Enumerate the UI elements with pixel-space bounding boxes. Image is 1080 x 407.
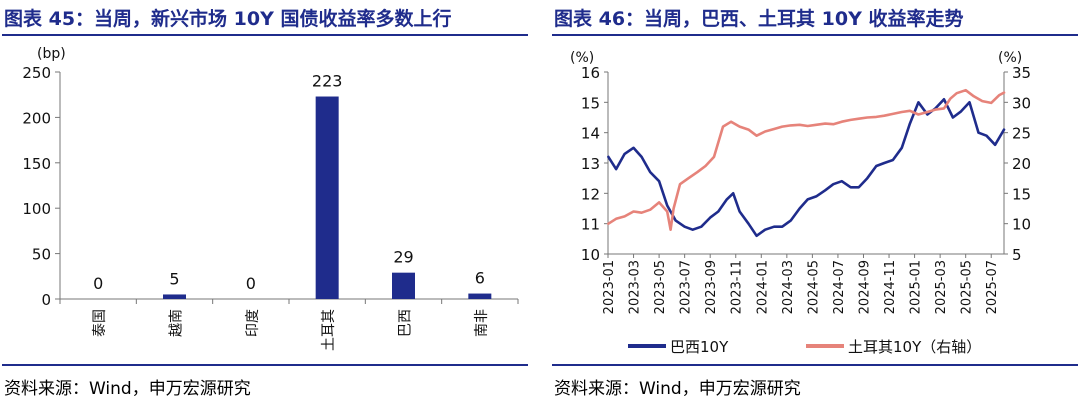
- x-tick-label: 印度: [245, 309, 261, 337]
- right-y-tick-label: 10: [1012, 216, 1031, 234]
- y-tick-label: 50: [32, 246, 51, 264]
- right-y-tick-label: 35: [1012, 64, 1031, 82]
- series-line-brazil: [607, 98, 1006, 238]
- series-line-turkey: [607, 88, 1006, 231]
- title-rule: [552, 34, 1078, 36]
- y-tick-label: 250: [22, 64, 51, 82]
- bar-value-label: 29: [393, 248, 413, 267]
- title-rule: [2, 34, 528, 36]
- x-tick-label: 2023-07: [679, 260, 694, 314]
- bar: [392, 272, 415, 299]
- left-y-tick-label: 14: [581, 125, 600, 143]
- x-tick-label: 2025-01: [909, 260, 924, 314]
- bar-value-label: 6: [475, 269, 485, 288]
- y-tick-label: 100: [22, 200, 51, 218]
- line-chart-axes: (%) (%) 10 11 12 13 14 15 16 5 10 15 20 25 30 35 2023-01…: [570, 50, 1031, 314]
- source-rule: [2, 364, 528, 366]
- x-tick-label: 2024-09: [857, 260, 872, 314]
- bar-value-label: 223: [312, 72, 343, 91]
- source-note: 资料来源：Wind，申万宏源研究: [4, 379, 251, 399]
- right-y-tick-label: 5: [1012, 246, 1022, 264]
- x-tick-label: 2023-03: [628, 260, 643, 314]
- x-tick-label: 越南: [169, 309, 185, 337]
- right-unit-label: (%): [998, 50, 1022, 66]
- bar-chart: (bp) 0 50 100 150 200 250 0 泰国 5 越南 0 印度 223 土耳其 29 巴西 6…: [22, 46, 519, 351]
- x-tick-label: 2024-05: [806, 260, 821, 314]
- x-tick-label: 2023-11: [730, 260, 745, 314]
- x-tick-label: 2023-09: [704, 260, 719, 314]
- x-tick-label: 泰国: [92, 309, 108, 337]
- right-y-tick-label: 15: [1012, 185, 1031, 203]
- left-y-tick-label: 12: [581, 185, 600, 203]
- left-y-tick-label: 16: [581, 64, 600, 82]
- right-y-tick-label: 25: [1012, 125, 1031, 143]
- left-y-tick-label: 11: [581, 216, 600, 234]
- panel-right: 图表 46：当周，巴西、土耳其 10Y 收益率走势 (%) (%) 10 11 12 13…: [550, 0, 1080, 407]
- source-rule: [552, 364, 1078, 366]
- x-tick-label: 土耳其: [321, 309, 337, 351]
- left-y-tick-label: 13: [581, 155, 600, 173]
- bar-value-label: 0: [246, 274, 256, 293]
- legend-label: 土耳其10Y（右轴）: [848, 338, 981, 356]
- bar-chart-labels: 0 泰国 5 越南 0 印度 223 土耳其 29 巴西 6 南非: [92, 72, 490, 351]
- right-y-tick-label: 30: [1012, 94, 1031, 112]
- bar: [315, 96, 339, 300]
- x-tick-label: 2023-01: [602, 260, 617, 314]
- y-tick-label: 200: [22, 109, 51, 127]
- bar-value-label: 5: [169, 269, 179, 288]
- x-tick-label: 2025-07: [985, 260, 1000, 314]
- right-y-tick-label: 20: [1012, 155, 1031, 173]
- chart-title: 图表 46：当周，巴西、土耳其 10Y 收益率走势: [554, 8, 964, 30]
- x-tick-label: 2025-05: [960, 260, 975, 314]
- y-tick-label: 0: [41, 291, 51, 309]
- x-tick-label: 2025-03: [934, 260, 949, 314]
- legend-label: 巴西10Y: [670, 338, 729, 356]
- x-tick-label: 2024-07: [832, 260, 847, 314]
- x-tick-label: 2024-01: [755, 260, 770, 314]
- line-chart-legend: 巴西10Y 土耳其10Y（右轴）: [628, 338, 981, 356]
- y-tick-label: 150: [22, 155, 51, 173]
- bar: [163, 294, 186, 299]
- x-tick-label: 2024-03: [781, 260, 796, 314]
- bar: [468, 293, 492, 299]
- left-y-tick-label: 10: [581, 246, 600, 264]
- left-unit-label: (%): [570, 50, 594, 66]
- x-tick-label: 2024-11: [883, 260, 898, 314]
- source-note: 资料来源：Wind，申万宏源研究: [554, 379, 801, 399]
- x-tick-label: 巴西: [398, 309, 414, 337]
- line-chart: (%) (%) 10 11 12 13 14 15 16 5 10 15 20 25 30 35 2023-01…: [570, 50, 1031, 356]
- y-unit-label: (bp): [37, 46, 66, 62]
- left-y-tick-label: 15: [581, 94, 600, 112]
- bar-chart-bars: [163, 96, 492, 300]
- chart-title: 图表 45：当周，新兴市场 10Y 国债收益率多数上行: [4, 8, 452, 30]
- bar-value-label: 0: [93, 274, 103, 293]
- panel-left: 图表 45：当周，新兴市场 10Y 国债收益率多数上行 (bp) 0 50 100 15…: [0, 0, 530, 407]
- line-chart-series: [607, 88, 1006, 238]
- x-tick-label: 南非: [474, 309, 490, 337]
- x-tick-label: 2023-05: [653, 260, 668, 314]
